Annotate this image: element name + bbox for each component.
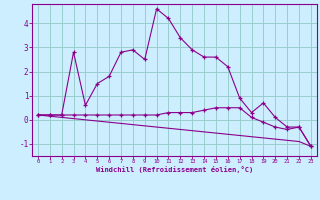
X-axis label: Windchill (Refroidissement éolien,°C): Windchill (Refroidissement éolien,°C): [96, 166, 253, 173]
